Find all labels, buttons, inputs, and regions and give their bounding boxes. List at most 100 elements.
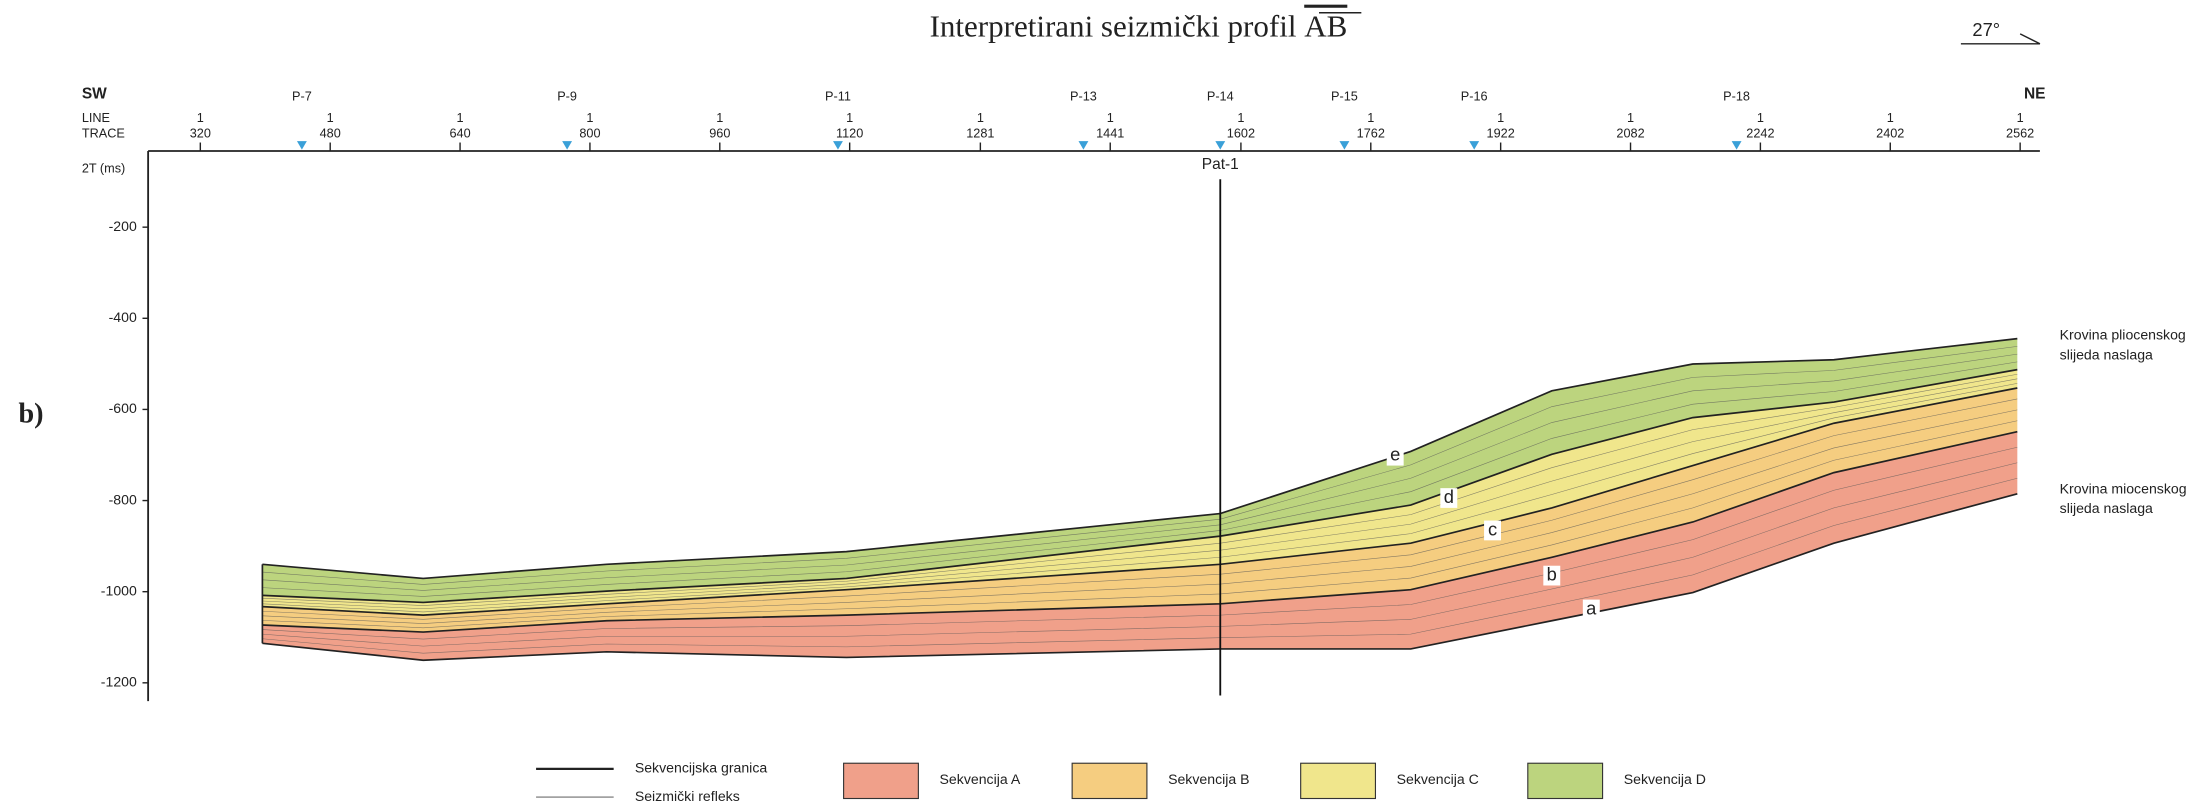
reflector xyxy=(262,398,2018,620)
y-tick-label: -1000 xyxy=(101,582,137,598)
sequence-boundary xyxy=(262,337,2018,580)
annotation: slijeda naslaga xyxy=(2060,346,2153,362)
well-marker xyxy=(1339,141,1350,150)
horizon-label: e xyxy=(1390,444,1400,465)
trace-number: 960 xyxy=(709,126,730,140)
line-number: 1 xyxy=(1627,111,1634,125)
line-number: 1 xyxy=(1367,111,1374,125)
horizon-label: c xyxy=(1488,518,1497,539)
line-number: 1 xyxy=(846,111,853,125)
trace-number: 1602 xyxy=(1227,126,1255,140)
line-number: 1 xyxy=(457,111,464,125)
line-number: 1 xyxy=(1887,111,1894,125)
line-number: 1 xyxy=(2017,111,2024,125)
line-number: 1 xyxy=(1107,111,1114,125)
line-number: 1 xyxy=(716,111,723,125)
trace-label: TRACE xyxy=(82,126,125,140)
orientation-arrow xyxy=(1960,33,2041,45)
annotation: slijeda naslaga xyxy=(2060,500,2153,516)
horizon-label: a xyxy=(1586,597,1597,618)
horizon-label-bg xyxy=(1386,445,1404,466)
line-number: 1 xyxy=(1757,111,1764,125)
horizon-label-bg xyxy=(1543,565,1561,586)
trace-number: 2402 xyxy=(1876,126,1904,140)
well-marker xyxy=(1469,141,1480,150)
trace-number: 480 xyxy=(320,126,341,140)
well-marker xyxy=(1731,141,1742,150)
trace-number: 1762 xyxy=(1357,126,1385,140)
reflector xyxy=(262,477,2018,654)
reflector xyxy=(262,446,2018,640)
trace-number: 1120 xyxy=(836,126,863,140)
legend-text: Sekvencija B xyxy=(1168,771,1249,787)
title-section: AB xyxy=(1304,9,1347,44)
borehole-label: Pat-1 xyxy=(1202,156,1239,173)
well-label: P-14 xyxy=(1207,90,1234,104)
header-left: SW xyxy=(82,86,107,103)
reflector xyxy=(262,420,2018,629)
header-right: NE xyxy=(2024,86,2046,103)
y-tick-label: -600 xyxy=(109,400,137,416)
well-marker xyxy=(1078,141,1089,150)
horizon-label-bg xyxy=(1484,520,1501,541)
legend-text: Sekvencija D xyxy=(1624,771,1706,787)
trace-number: 2082 xyxy=(1616,126,1644,140)
legend-swatch xyxy=(843,762,919,800)
line-number: 1 xyxy=(977,111,984,125)
reflector xyxy=(262,462,2018,647)
y-axis-label: 2T (ms) xyxy=(82,162,125,176)
sequence-boundary xyxy=(262,368,2018,604)
legend-text: Sekvencija A xyxy=(940,771,1021,787)
trace-number: 1441 xyxy=(1096,126,1124,140)
well-marker xyxy=(833,141,843,150)
well-label: P-9 xyxy=(557,90,577,104)
reflector xyxy=(262,373,2018,606)
legend-text: Sekvencijska granica xyxy=(635,760,768,776)
trace-number: 1281 xyxy=(966,126,994,140)
orientation: 27° xyxy=(1972,19,2000,40)
annotation: Krovina miocenskog xyxy=(2060,480,2187,496)
reflector xyxy=(262,346,2018,585)
horizon-label-bg xyxy=(1440,488,1458,508)
line-number: 1 xyxy=(586,111,593,125)
well-label: P-13 xyxy=(1070,90,1097,104)
sequence-layer xyxy=(262,338,2018,603)
line-number: 1 xyxy=(197,111,204,125)
sequence-layer xyxy=(262,387,2018,633)
title: Interpretirani seizmički profil AB xyxy=(930,9,1348,44)
sequence-boundary xyxy=(262,430,2018,633)
legend-text: Seizmički refleks xyxy=(635,788,740,804)
well-label: P-11 xyxy=(825,90,851,104)
well-label: P-15 xyxy=(1331,90,1358,104)
sequence-boundary xyxy=(262,387,2018,616)
well-label: P-16 xyxy=(1461,90,1488,104)
reflector xyxy=(262,378,2018,610)
y-tick-label: -800 xyxy=(109,491,137,507)
horizon-label-bg xyxy=(1582,599,1600,620)
panel-label: b) xyxy=(18,399,43,430)
trace-number: 2562 xyxy=(2006,126,2034,140)
well-marker xyxy=(562,141,573,150)
legend-swatch xyxy=(1300,762,1377,800)
trace-number: 1922 xyxy=(1487,126,1515,140)
well-label: P-7 xyxy=(292,90,312,104)
legend-swatch xyxy=(1071,762,1148,800)
reflector xyxy=(262,409,2018,624)
line-number: 1 xyxy=(327,111,334,125)
trace-number: 2242 xyxy=(1746,126,1774,140)
sequence-layer xyxy=(262,369,2018,616)
reflector xyxy=(262,361,2018,597)
sequence-layer xyxy=(262,431,2018,661)
y-tick-label: -1200 xyxy=(101,674,137,690)
y-tick-label: -200 xyxy=(109,218,137,234)
well-label: P-18 xyxy=(1723,90,1750,104)
line-label: LINE xyxy=(82,111,110,125)
trace-number: 320 xyxy=(190,126,211,140)
layers xyxy=(261,337,2018,662)
sequence-boundary xyxy=(262,492,2018,662)
trace-number: 800 xyxy=(579,126,600,140)
reflector xyxy=(262,353,2018,591)
title-text: Interpretirani seizmički profil xyxy=(930,9,1297,44)
